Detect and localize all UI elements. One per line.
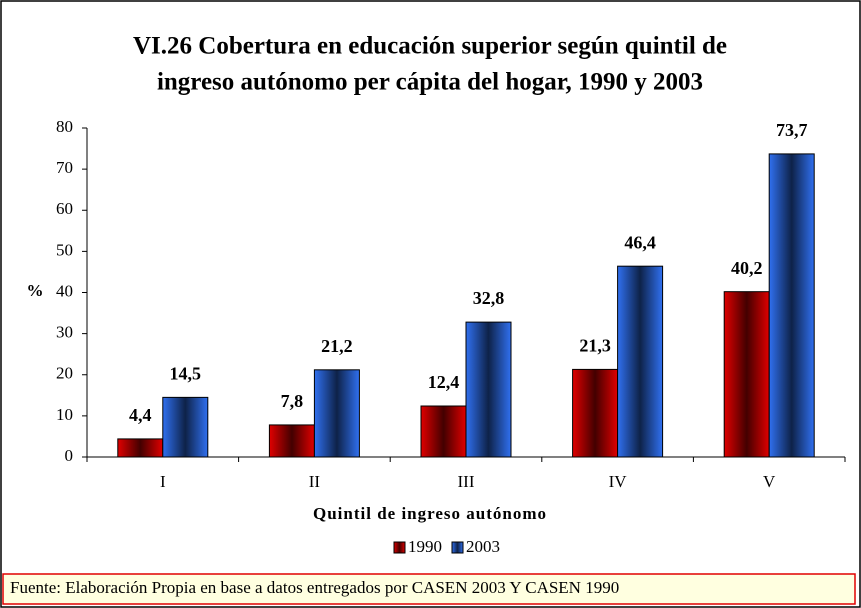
x-tick-label: IV <box>609 472 628 491</box>
value-label: 73,7 <box>776 120 808 140</box>
y-tick-label: 10 <box>56 405 73 424</box>
value-label: 4,4 <box>129 405 152 425</box>
bar <box>117 438 164 458</box>
bar <box>465 321 512 458</box>
value-label: 21,3 <box>579 336 611 356</box>
y-tick-label: 30 <box>56 323 73 342</box>
value-label: 14,5 <box>170 363 202 383</box>
value-label: 40,2 <box>731 258 763 278</box>
legend-label: 1990 <box>408 537 442 556</box>
bar <box>572 368 619 458</box>
y-tick-label: 40 <box>56 281 73 300</box>
source-box <box>2 573 856 605</box>
chart-title: ingreso autónomo per cápita del hogar, 1… <box>157 69 703 96</box>
x-tick-label: III <box>458 472 475 491</box>
y-tick-label: 0 <box>65 446 74 465</box>
legend-swatch <box>393 541 406 554</box>
legend-label: 2003 <box>466 537 500 556</box>
y-axis-label: % <box>27 281 44 300</box>
bar <box>420 405 467 458</box>
value-label: 21,2 <box>321 336 353 356</box>
bar <box>268 424 315 458</box>
legend-swatch <box>451 541 464 554</box>
y-tick-label: 20 <box>56 364 73 383</box>
y-tick-label: 50 <box>56 240 73 259</box>
y-tick-label: 80 <box>56 117 73 136</box>
bar <box>313 369 360 458</box>
bar <box>162 396 209 458</box>
bar <box>723 291 770 458</box>
value-label: 7,8 <box>281 391 304 411</box>
y-tick-label: 60 <box>56 199 73 218</box>
value-label: 46,4 <box>624 232 656 252</box>
x-tick-label: V <box>763 472 776 491</box>
chart-title: VI.26 Cobertura en educación superior se… <box>133 33 727 60</box>
x-tick-label: I <box>160 472 166 491</box>
x-axis-label: Quintil de ingreso autónomo <box>313 504 547 523</box>
value-label: 32,8 <box>473 288 505 308</box>
x-tick-label: II <box>309 472 321 491</box>
value-label: 12,4 <box>428 372 460 392</box>
bar <box>617 265 664 458</box>
y-tick-label: 70 <box>56 158 73 177</box>
source-note: Fuente: Elaboración Propia en base a dat… <box>10 578 619 597</box>
bar <box>768 153 815 458</box>
